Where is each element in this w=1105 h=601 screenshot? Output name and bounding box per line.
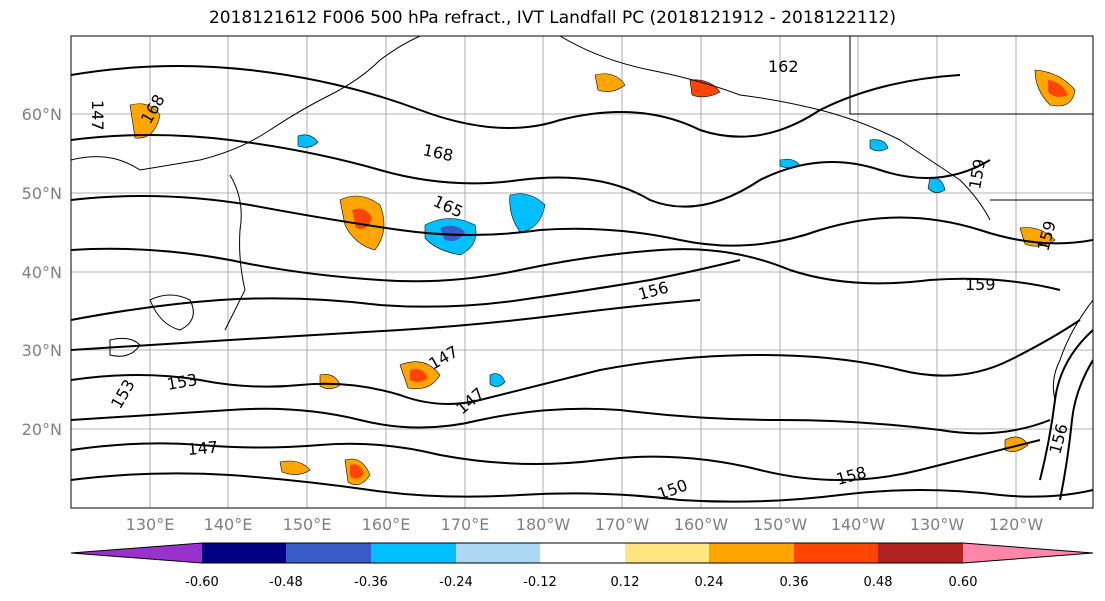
positive-patch-core xyxy=(350,464,364,479)
lat-label-40n: 40°N xyxy=(22,263,62,282)
negative-patch xyxy=(489,373,506,387)
negative-patch xyxy=(297,134,319,148)
colorbar-extension-high xyxy=(963,543,1093,563)
lon-label-140e: 140°E xyxy=(204,515,253,534)
colorbar-tick-label: -0.48 xyxy=(269,575,303,590)
lat-label-60n: 60°N xyxy=(22,105,62,124)
colorbar-segment xyxy=(286,543,371,563)
colorbar-segment xyxy=(878,543,963,563)
positive-patch xyxy=(594,73,626,92)
negative-patch xyxy=(509,193,546,233)
lat-label-50n: 50°N xyxy=(22,184,62,203)
lon-label-180w: 180°W xyxy=(516,515,571,534)
contour-label: 147 xyxy=(88,100,107,131)
positive-patch-core xyxy=(410,369,428,383)
lon-label-120w: 120°W xyxy=(989,515,1044,534)
positive-patch xyxy=(689,79,721,98)
colorbar-segment xyxy=(709,543,794,563)
positive-patch xyxy=(129,103,161,139)
lon-label-160w: 160°W xyxy=(674,515,729,534)
colorbar-segment xyxy=(625,543,709,563)
negative-patch xyxy=(869,139,889,152)
lon-label-140w: 140°W xyxy=(831,515,886,534)
colorbar-outline xyxy=(70,542,1094,564)
longitude-axis: 130°E 140°E 150°E 160°E 170°E 180°W 170°… xyxy=(126,515,1044,534)
colorbar-segment xyxy=(202,543,286,563)
lat-label-30n: 30°N xyxy=(22,341,62,360)
colorbar-tick-label: 0.60 xyxy=(949,575,978,590)
colorbar-segment xyxy=(794,543,878,563)
plot-frame xyxy=(70,35,1094,509)
colorbar-segment xyxy=(371,543,456,563)
negative-patch-core xyxy=(440,225,465,241)
map-title: 2018121612 F006 500 hPa refract., IVT La… xyxy=(208,8,896,28)
contours xyxy=(71,65,1093,503)
lon-label-150w: 150°W xyxy=(753,515,808,534)
contour-label: 147 xyxy=(187,437,219,459)
contour-label: 162 xyxy=(768,57,799,76)
colorbar-tick-label: 0.48 xyxy=(864,575,893,590)
coastlines xyxy=(71,36,1093,401)
colorbar-tick-label: 0.12 xyxy=(611,575,640,590)
colorbar-segment xyxy=(540,543,625,563)
colorbar-tick-label: -0.24 xyxy=(439,575,473,590)
contour-label: 159 xyxy=(965,275,996,294)
lon-label-150e: 150°E xyxy=(283,515,332,534)
colorbar-tick-label: -0.60 xyxy=(185,575,219,590)
colorbar-extension-low xyxy=(71,543,202,563)
lon-label-170e: 170°E xyxy=(441,515,490,534)
colorbar-tick-label: -0.12 xyxy=(523,575,557,590)
lon-label-160e: 160°E xyxy=(362,515,411,534)
positive-patch-core xyxy=(1048,80,1068,97)
lat-label-20n: 20°N xyxy=(22,420,62,439)
colorbar-tick-label: -0.36 xyxy=(354,575,388,590)
lon-label-170w: 170°W xyxy=(595,515,650,534)
colorbar-tick-label: 0.36 xyxy=(780,575,809,590)
map-plot-area: 168 165 162 168 147 147 153 153 147 156 … xyxy=(71,36,1093,508)
pc-shading xyxy=(129,69,1076,486)
colorbar xyxy=(70,542,1094,564)
colorbar-segment xyxy=(456,543,540,563)
colorbar-tick-label: 0.24 xyxy=(695,575,724,590)
lon-label-130e: 130°E xyxy=(126,515,175,534)
colorbar-ticks: -0.60 -0.48 -0.36 -0.24 -0.12 0.12 0.24 … xyxy=(185,575,977,590)
positive-patch xyxy=(279,460,311,475)
lon-label-130w: 130°W xyxy=(910,515,965,534)
latitude-axis: 60°N 50°N 40°N 30°N 20°N xyxy=(22,105,62,439)
